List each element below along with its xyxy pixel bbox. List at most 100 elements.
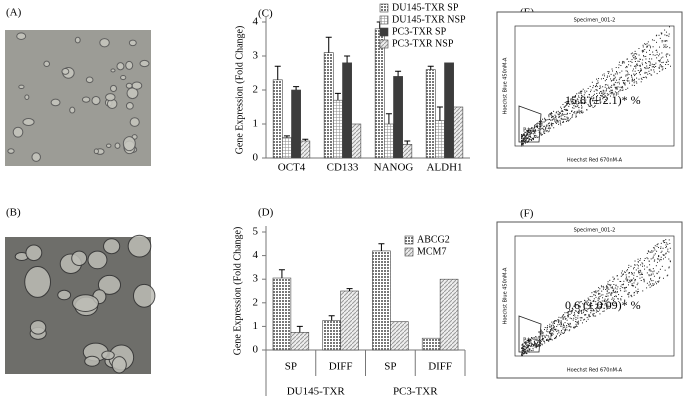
dot <box>527 345 529 347</box>
dot <box>639 277 641 279</box>
dot <box>567 109 569 111</box>
dot <box>602 98 604 100</box>
dot <box>563 106 565 108</box>
dot <box>573 317 575 319</box>
dot <box>582 111 584 113</box>
dot <box>662 68 664 70</box>
dot <box>645 62 647 64</box>
dot <box>541 331 543 333</box>
dot <box>638 270 640 272</box>
dot <box>561 110 563 112</box>
dot <box>564 316 566 318</box>
dot <box>641 62 643 64</box>
dot <box>603 73 605 75</box>
dot <box>597 80 599 82</box>
dot <box>630 74 632 76</box>
dot <box>525 346 527 348</box>
dot <box>635 65 637 67</box>
dot <box>648 61 650 63</box>
dot <box>614 86 616 88</box>
dot <box>543 340 545 342</box>
dot <box>565 318 567 320</box>
dot <box>604 95 606 97</box>
dot <box>528 132 530 134</box>
dot <box>573 107 575 109</box>
dot <box>532 131 534 133</box>
dot <box>532 344 534 346</box>
dot <box>664 29 666 31</box>
bar <box>402 144 413 159</box>
dot <box>606 76 608 78</box>
flow-dots <box>521 26 671 147</box>
dot <box>634 75 636 77</box>
dot <box>568 119 570 121</box>
dot <box>611 90 613 92</box>
dot <box>653 71 655 73</box>
dot <box>560 322 562 324</box>
dot <box>595 303 597 305</box>
dot <box>524 136 526 138</box>
dot <box>550 335 552 337</box>
dot <box>665 31 667 33</box>
dot <box>526 138 528 140</box>
dot <box>620 76 622 78</box>
dot <box>565 121 567 123</box>
dot <box>639 274 641 276</box>
dot <box>655 62 657 64</box>
cell <box>18 84 25 90</box>
dot <box>522 144 524 146</box>
y-tick-label: 1 <box>253 320 259 332</box>
dot <box>634 73 636 75</box>
dot <box>596 92 598 94</box>
dot <box>582 102 584 104</box>
dot <box>598 293 600 295</box>
dot <box>581 313 583 315</box>
dot <box>617 286 619 288</box>
dot <box>571 318 573 320</box>
dot <box>621 284 623 286</box>
dot <box>585 102 587 104</box>
dot <box>522 143 524 145</box>
dot <box>650 47 652 49</box>
bar <box>272 79 283 159</box>
cell <box>120 74 127 81</box>
dot <box>553 330 555 332</box>
dot <box>618 61 620 63</box>
x-tick-label: CD133 <box>327 162 359 174</box>
dot <box>667 59 669 61</box>
dot <box>543 125 545 127</box>
cell <box>110 84 117 93</box>
dot <box>538 335 540 337</box>
dot <box>659 260 661 262</box>
dot <box>622 87 624 89</box>
dot <box>564 326 566 328</box>
dot <box>669 242 671 244</box>
dot <box>610 294 612 296</box>
dot <box>585 302 587 304</box>
dot <box>589 91 591 93</box>
dot <box>664 40 666 42</box>
dot <box>580 92 582 94</box>
dot <box>601 95 603 97</box>
dot <box>591 81 593 83</box>
dot <box>553 328 555 330</box>
dot <box>623 290 625 292</box>
dot <box>550 127 552 129</box>
dot <box>548 128 550 130</box>
dot <box>563 113 565 115</box>
dot <box>571 103 573 105</box>
dot <box>651 285 653 287</box>
bar <box>272 277 292 351</box>
dot <box>549 118 551 120</box>
dot <box>586 109 588 111</box>
dot <box>601 302 603 304</box>
dot <box>541 123 543 125</box>
dot <box>621 287 623 289</box>
bar <box>290 331 310 351</box>
dot <box>595 290 597 292</box>
cell <box>85 76 94 84</box>
dot <box>641 78 643 80</box>
dot <box>661 265 663 267</box>
dot <box>666 242 668 244</box>
dot <box>567 313 569 315</box>
